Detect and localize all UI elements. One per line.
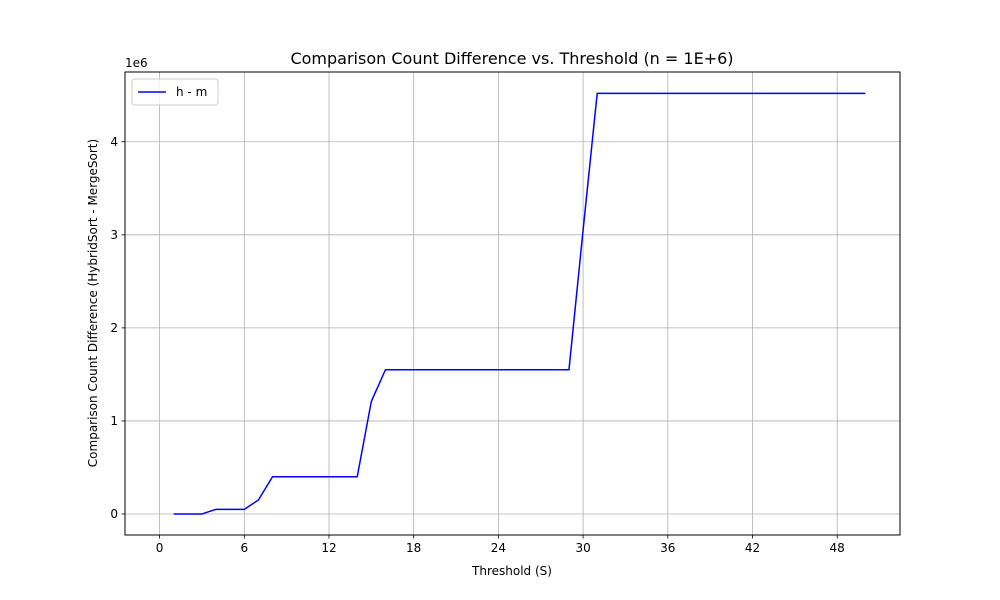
x-tick-label: 12: [321, 541, 336, 555]
y-tick-label: 4: [110, 135, 118, 149]
legend-label-h-m: h - m: [176, 85, 207, 99]
x-tick-label: 30: [575, 541, 590, 555]
y-axis-offset-text: 1e6: [125, 56, 148, 70]
chart-title: Comparison Count Difference vs. Threshol…: [290, 49, 733, 68]
grid: [125, 72, 900, 535]
y-axis-label: Comparison Count Difference (HybridSort …: [86, 139, 100, 467]
x-tick-label: 6: [240, 541, 248, 555]
y-tick-label: 0: [110, 507, 118, 521]
legend-box: [131, 78, 219, 106]
x-tick-label: 24: [491, 541, 506, 555]
legend: h - m: [131, 78, 219, 106]
y-tick-label: 2: [110, 321, 118, 335]
y-tick-label: 3: [110, 228, 118, 242]
x-axis-label: Threshold (S): [471, 564, 552, 578]
series-line-h-m: [173, 92, 866, 515]
series-layer: [173, 92, 866, 515]
y-tick-label: 1: [110, 414, 118, 428]
x-tick-label: 0: [156, 541, 164, 555]
x-tick-label: 42: [745, 541, 760, 555]
x-tick-label: 36: [660, 541, 675, 555]
x-tick-label: 18: [406, 541, 421, 555]
plot-area-frame: [124, 71, 901, 536]
x-tick-label: 48: [830, 541, 845, 555]
